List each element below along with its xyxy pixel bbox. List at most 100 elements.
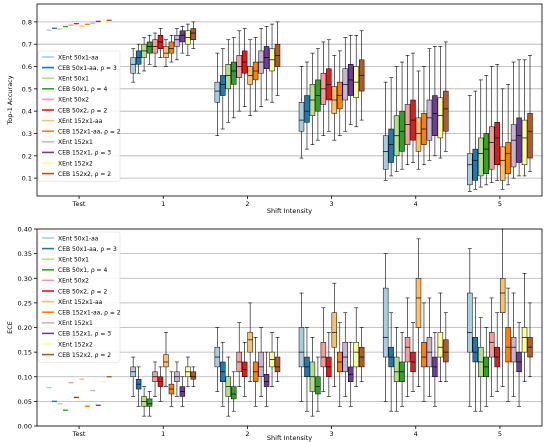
legend-label: XEnt 50x2 (58, 278, 89, 285)
box (231, 386, 237, 400)
legend: XEnt 50x1-aa CEB 50x1-aa, ρ = 3 XEnt 50x1 C… (37, 50, 121, 182)
box (467, 153, 473, 186)
legend-label: CEB 50x1, ρ = 4 (58, 267, 107, 274)
legend-label: XEnt 50x1 (58, 257, 89, 264)
box (258, 351, 264, 377)
box (478, 137, 484, 177)
legend-label: CEB 50x1, ρ = 4 (58, 86, 107, 93)
box (443, 90, 449, 132)
legend-label: CEB 152x1, ρ = 3 (58, 331, 111, 338)
y-tick-label: 0.40 (18, 226, 32, 234)
legend-label: XEnt 152x1 (58, 139, 93, 146)
x-tick-label: 4 (414, 200, 418, 208)
legend-box (37, 231, 121, 363)
box (298, 101, 305, 132)
legend: XEnt 50x1-aa CEB 50x1-aa, ρ = 3 XEnt 50x1 C… (37, 231, 121, 363)
box (247, 332, 253, 353)
legend-box (37, 50, 121, 182)
box (168, 41, 175, 54)
box (499, 278, 506, 313)
x-tick-label: 3 (330, 200, 334, 208)
box (510, 124, 517, 168)
legend-label: CEB 50x1-aa, ρ = 3 (58, 65, 117, 72)
box (432, 95, 438, 136)
legend-label: CEB 50x1-aa, ρ = 3 (58, 246, 117, 253)
x-tick-label: 5 (498, 200, 502, 208)
x-tick-label: 1 (161, 430, 165, 438)
y-tick-label: 0.1 (22, 175, 32, 183)
y-axis-label: ECE (6, 321, 14, 334)
box (320, 342, 327, 368)
box (190, 28, 197, 40)
x-tick-label: 2 (245, 200, 249, 208)
box (488, 332, 495, 358)
box (527, 113, 533, 159)
box (146, 398, 153, 407)
y-tick-label: 0.2 (22, 152, 32, 160)
y-tick-label: 0.6 (22, 63, 32, 71)
box (331, 312, 338, 348)
legend-label: CEB 152x1, ρ = 3 (58, 150, 111, 157)
box (163, 354, 169, 368)
legend-label: CEB 152x2, ρ = 2 (58, 171, 111, 178)
x-tick-label: Test (72, 430, 86, 438)
box (467, 292, 473, 353)
y-tick-label: 0.5 (22, 85, 32, 93)
box (163, 46, 169, 58)
plot-frame (36, 228, 543, 427)
legend-label: CEB 152x2, ρ = 2 (58, 352, 111, 359)
box (510, 337, 517, 363)
box (353, 342, 359, 368)
box (315, 376, 321, 395)
box (488, 126, 495, 170)
box (130, 57, 136, 74)
box (382, 287, 389, 358)
box (521, 327, 528, 353)
x-tick-label: 5 (498, 430, 502, 438)
box (472, 148, 479, 181)
box (146, 41, 153, 54)
legend-label: CEB 152x1-aa, ρ = 2 (58, 129, 121, 136)
box (421, 342, 427, 368)
legend-label: CEB 50x2, ρ = 2 (58, 107, 107, 114)
box (494, 122, 500, 165)
box (179, 30, 186, 43)
box (174, 35, 180, 47)
box (505, 142, 511, 174)
box (437, 332, 444, 358)
legend-label: XEnt 50x1 (58, 76, 89, 83)
box (516, 117, 522, 163)
x-axis-label: Shift Intensity (267, 207, 312, 215)
x-axis-label: Shift Intensity (267, 434, 312, 442)
legend-label: CEB 50x2, ρ = 2 (58, 288, 107, 295)
box (404, 337, 411, 363)
y-tick-label: 0.4 (22, 108, 32, 116)
box (190, 371, 197, 380)
box (415, 278, 422, 328)
x-tick-label: 1 (161, 200, 165, 208)
box (220, 75, 226, 96)
box (443, 339, 449, 363)
y-tick-label: 0.30 (18, 275, 32, 283)
legend-label: XEnt 152x1 (58, 320, 93, 327)
y-tick-label: 0.8 (22, 18, 32, 26)
y-tick-label: 0.15 (18, 349, 32, 357)
legend-label: XEnt 152x2 (58, 160, 93, 167)
y-tick-label: 0.7 (22, 41, 32, 49)
y-tick-label: 0.20 (18, 324, 32, 332)
y-tick-label: 0.35 (18, 250, 32, 258)
legend-label: XEnt 50x2 (58, 97, 89, 104)
box (225, 64, 231, 90)
y-tick-label: 0.25 (18, 299, 32, 307)
y-tick-label: 0.05 (18, 398, 32, 406)
box (472, 337, 479, 363)
x-tick-label: 4 (414, 430, 418, 438)
plot-frame (36, 3, 543, 197)
box (298, 327, 305, 368)
box (393, 356, 400, 382)
legend-label: CEB 152x1-aa, ρ = 2 (58, 310, 121, 317)
box (231, 61, 237, 85)
y-tick-label: 0.10 (18, 373, 32, 381)
box (263, 374, 270, 387)
